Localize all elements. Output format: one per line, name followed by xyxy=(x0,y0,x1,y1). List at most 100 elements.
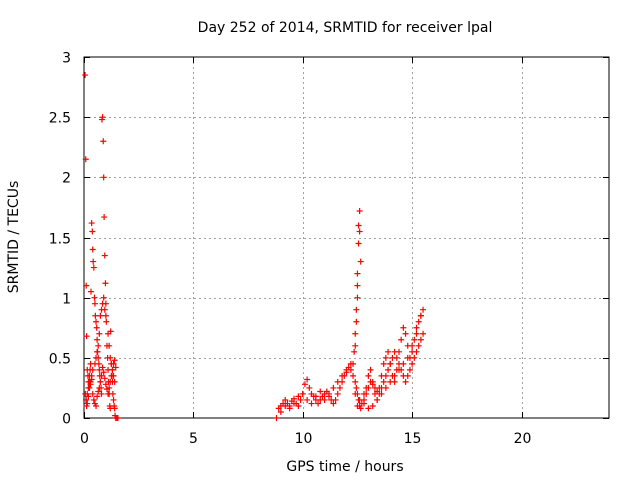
data-point xyxy=(110,396,117,403)
data-point xyxy=(91,300,98,307)
data-point xyxy=(93,354,100,361)
data-point xyxy=(378,372,385,379)
data-point xyxy=(295,402,302,409)
data-point xyxy=(111,405,118,412)
data-point xyxy=(100,294,107,301)
data-point xyxy=(89,390,96,397)
data-point xyxy=(396,348,402,355)
grid xyxy=(84,57,609,418)
data-point xyxy=(99,364,106,371)
data-point xyxy=(93,402,100,409)
data-point xyxy=(94,336,101,343)
data-point xyxy=(89,366,96,373)
data-point xyxy=(356,396,363,403)
data-point xyxy=(112,364,119,371)
data-point xyxy=(97,378,104,385)
data-point xyxy=(108,372,115,379)
data-point xyxy=(83,282,90,289)
data-point xyxy=(105,390,112,397)
data-point xyxy=(102,312,109,319)
data-point xyxy=(306,384,313,391)
x-tick-label: 10 xyxy=(295,431,313,447)
data-point xyxy=(382,384,389,391)
data-point xyxy=(99,300,106,307)
data-point xyxy=(89,228,96,235)
data-point xyxy=(102,381,109,388)
data-point xyxy=(380,378,387,385)
data-point xyxy=(315,400,322,407)
data-point xyxy=(385,366,392,373)
y-tick-label: 0 xyxy=(62,412,71,428)
data-point xyxy=(406,354,413,361)
data-point xyxy=(411,336,418,343)
data-point xyxy=(363,384,370,391)
data-point xyxy=(356,228,363,235)
data-point xyxy=(330,384,337,391)
data-point xyxy=(111,357,118,364)
data-point xyxy=(93,318,100,325)
plot-frame xyxy=(83,56,610,419)
data-point xyxy=(88,288,94,295)
data-point xyxy=(387,360,394,367)
data-point xyxy=(389,372,396,379)
data-point xyxy=(371,390,378,397)
data-point xyxy=(353,306,360,313)
data-point xyxy=(109,366,116,373)
data-point xyxy=(85,384,92,391)
data-point xyxy=(343,366,350,373)
data-point xyxy=(91,360,98,367)
data-point xyxy=(354,294,361,301)
data-point xyxy=(83,333,90,340)
data-point xyxy=(100,138,107,145)
data-point xyxy=(88,220,95,227)
data-point xyxy=(413,324,420,331)
data-point xyxy=(369,378,376,385)
data-point xyxy=(330,400,337,407)
data-point xyxy=(400,360,407,367)
data-point xyxy=(413,330,420,337)
data-point xyxy=(103,318,110,325)
data-point xyxy=(106,342,113,349)
data-point xyxy=(90,258,97,265)
data-point xyxy=(402,378,409,385)
data-point xyxy=(357,258,364,265)
data-point xyxy=(102,280,109,287)
data-point xyxy=(391,378,398,385)
data-point xyxy=(367,366,374,373)
data-point xyxy=(351,348,358,355)
data-point xyxy=(369,402,376,409)
data-point xyxy=(273,415,280,421)
data-point xyxy=(356,208,363,215)
data-point xyxy=(98,390,105,397)
data-point xyxy=(94,393,101,400)
data-point xyxy=(297,396,304,403)
data-point xyxy=(282,402,289,409)
data-point xyxy=(100,369,107,376)
data-point xyxy=(404,342,411,349)
data-point xyxy=(295,393,302,400)
data-point xyxy=(354,270,361,277)
data-point xyxy=(409,360,416,367)
data-point xyxy=(90,396,97,403)
data-point xyxy=(326,390,332,397)
data-point xyxy=(107,354,114,361)
data-point xyxy=(382,354,389,361)
data-point xyxy=(380,360,387,367)
data-point xyxy=(352,342,359,349)
data-point xyxy=(409,348,416,355)
data-point xyxy=(376,384,383,391)
data-point xyxy=(398,336,405,343)
data-point xyxy=(417,336,424,343)
data-point xyxy=(365,405,372,412)
data-point xyxy=(84,400,91,407)
data-point xyxy=(282,396,289,403)
data-point xyxy=(357,405,364,412)
data-point xyxy=(101,214,108,221)
y-tick-label: 2 xyxy=(62,171,71,187)
data-point xyxy=(84,390,91,397)
data-point xyxy=(106,384,113,391)
data-point xyxy=(334,378,341,385)
data-point xyxy=(301,381,308,388)
data-point xyxy=(91,294,98,301)
data-point xyxy=(105,330,112,337)
